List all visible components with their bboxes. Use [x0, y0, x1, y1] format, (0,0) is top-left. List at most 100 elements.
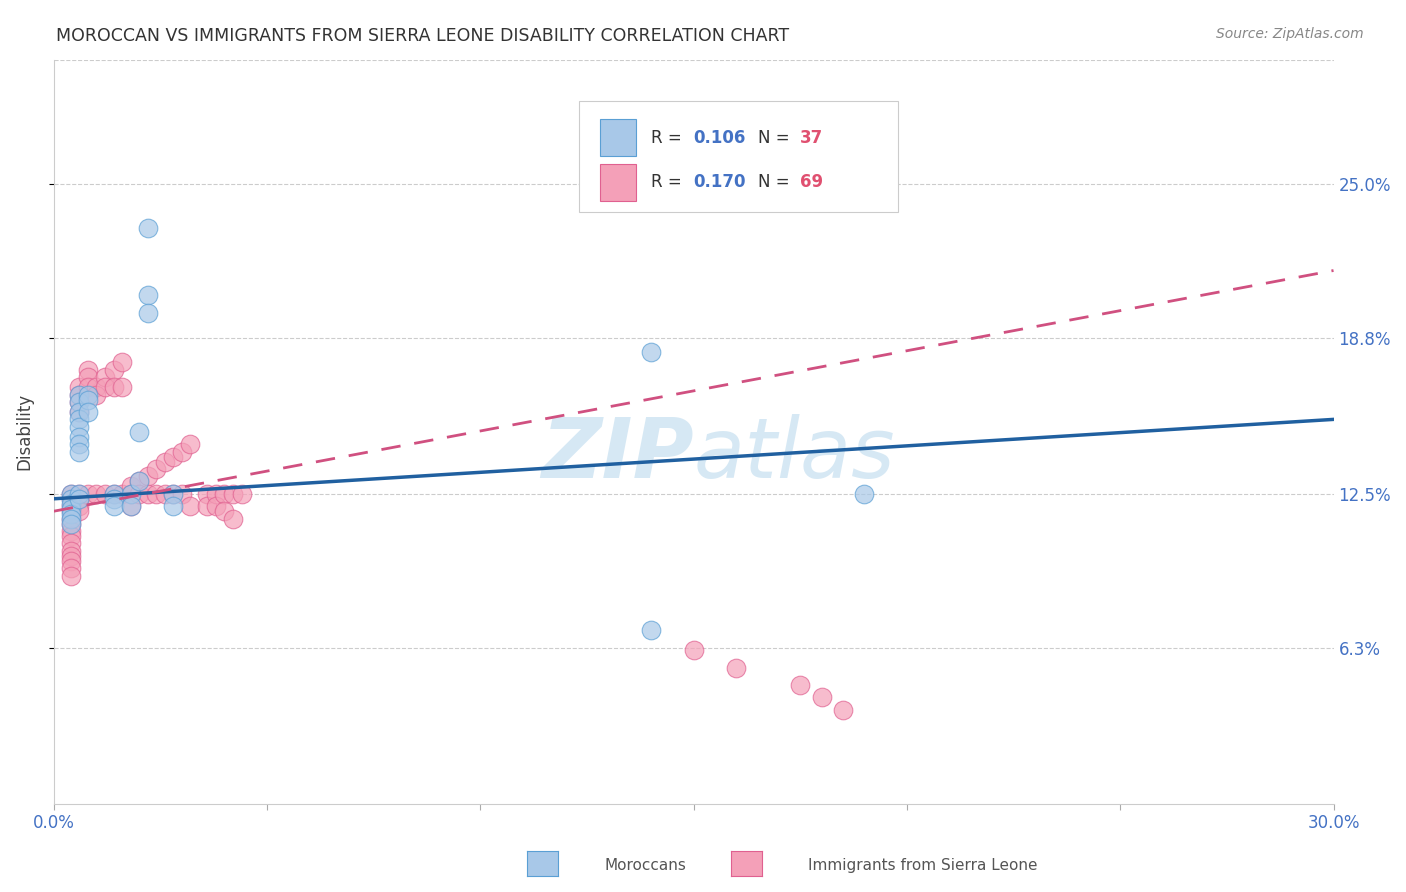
Point	[853, 487, 876, 501]
Point	[77, 387, 100, 401]
Point	[59, 549, 82, 563]
Point	[67, 487, 90, 501]
Y-axis label: Disability: Disability	[15, 393, 32, 470]
Point	[67, 387, 90, 401]
Point	[103, 380, 125, 394]
Point	[136, 469, 159, 483]
Point	[59, 507, 82, 521]
Point	[67, 487, 90, 501]
Point	[59, 536, 82, 550]
Point	[59, 511, 82, 525]
Point	[145, 487, 167, 501]
Point	[59, 501, 82, 516]
Point	[59, 497, 82, 511]
Point	[59, 491, 82, 506]
Point	[59, 516, 82, 531]
Point	[103, 487, 125, 501]
Point	[179, 437, 201, 451]
Point	[59, 491, 82, 506]
Point	[136, 288, 159, 302]
Point	[111, 355, 134, 369]
Point	[832, 703, 855, 717]
Point	[67, 395, 90, 409]
Point	[67, 387, 90, 401]
Point	[67, 491, 90, 506]
FancyBboxPatch shape	[600, 119, 636, 156]
Point	[111, 487, 134, 501]
Point	[162, 487, 184, 501]
Point	[67, 491, 90, 506]
Point	[128, 425, 150, 439]
Point	[205, 500, 228, 514]
Point	[103, 500, 125, 514]
Text: 0.106: 0.106	[693, 128, 747, 146]
Point	[59, 504, 82, 518]
Text: Source: ZipAtlas.com: Source: ZipAtlas.com	[1216, 27, 1364, 41]
Text: 37: 37	[800, 128, 823, 146]
Point	[86, 487, 108, 501]
Point	[120, 487, 142, 501]
Point	[789, 678, 811, 692]
Point	[86, 380, 108, 394]
Point	[67, 437, 90, 451]
Point	[59, 487, 82, 501]
Point	[214, 487, 236, 501]
FancyBboxPatch shape	[578, 101, 898, 212]
Point	[170, 444, 193, 458]
Point	[59, 516, 82, 531]
Text: MOROCCAN VS IMMIGRANTS FROM SIERRA LEONE DISABILITY CORRELATION CHART: MOROCCAN VS IMMIGRANTS FROM SIERRA LEONE…	[56, 27, 789, 45]
Text: R =: R =	[651, 128, 688, 146]
Point	[77, 487, 100, 501]
Point	[197, 500, 219, 514]
Point	[170, 487, 193, 501]
Point	[145, 462, 167, 476]
Point	[94, 487, 117, 501]
Point	[640, 345, 662, 359]
Point	[59, 511, 82, 525]
Point	[120, 479, 142, 493]
Point	[111, 380, 134, 394]
Point	[77, 370, 100, 384]
Point	[94, 370, 117, 384]
Point	[120, 487, 142, 501]
Point	[59, 487, 82, 501]
Point	[67, 412, 90, 426]
Point	[153, 454, 176, 468]
Point	[67, 405, 90, 419]
Point	[77, 392, 100, 407]
Point	[179, 500, 201, 514]
Point	[67, 395, 90, 409]
Text: ZIP: ZIP	[541, 414, 693, 495]
Point	[77, 363, 100, 377]
Text: N =: N =	[758, 128, 794, 146]
Point	[77, 380, 100, 394]
Point	[222, 487, 245, 501]
Point	[86, 387, 108, 401]
Point	[231, 487, 253, 501]
Point	[162, 500, 184, 514]
Text: 0.170: 0.170	[693, 173, 747, 192]
Point	[682, 643, 704, 657]
Point	[59, 561, 82, 575]
Point	[120, 500, 142, 514]
Point	[222, 511, 245, 525]
Point	[214, 504, 236, 518]
Point	[59, 529, 82, 543]
Point	[162, 487, 184, 501]
Point	[59, 524, 82, 538]
Point	[136, 306, 159, 320]
Text: 69: 69	[800, 173, 823, 192]
Text: R =: R =	[651, 173, 688, 192]
Point	[67, 504, 90, 518]
Text: Moroccans: Moroccans	[605, 858, 686, 872]
Point	[94, 380, 117, 394]
Text: atlas: atlas	[693, 414, 896, 495]
Point	[59, 500, 82, 514]
Point	[59, 554, 82, 568]
Point	[640, 624, 662, 638]
Point	[67, 405, 90, 419]
Point	[162, 450, 184, 464]
Point	[128, 475, 150, 489]
Point	[810, 690, 832, 705]
Point	[103, 363, 125, 377]
